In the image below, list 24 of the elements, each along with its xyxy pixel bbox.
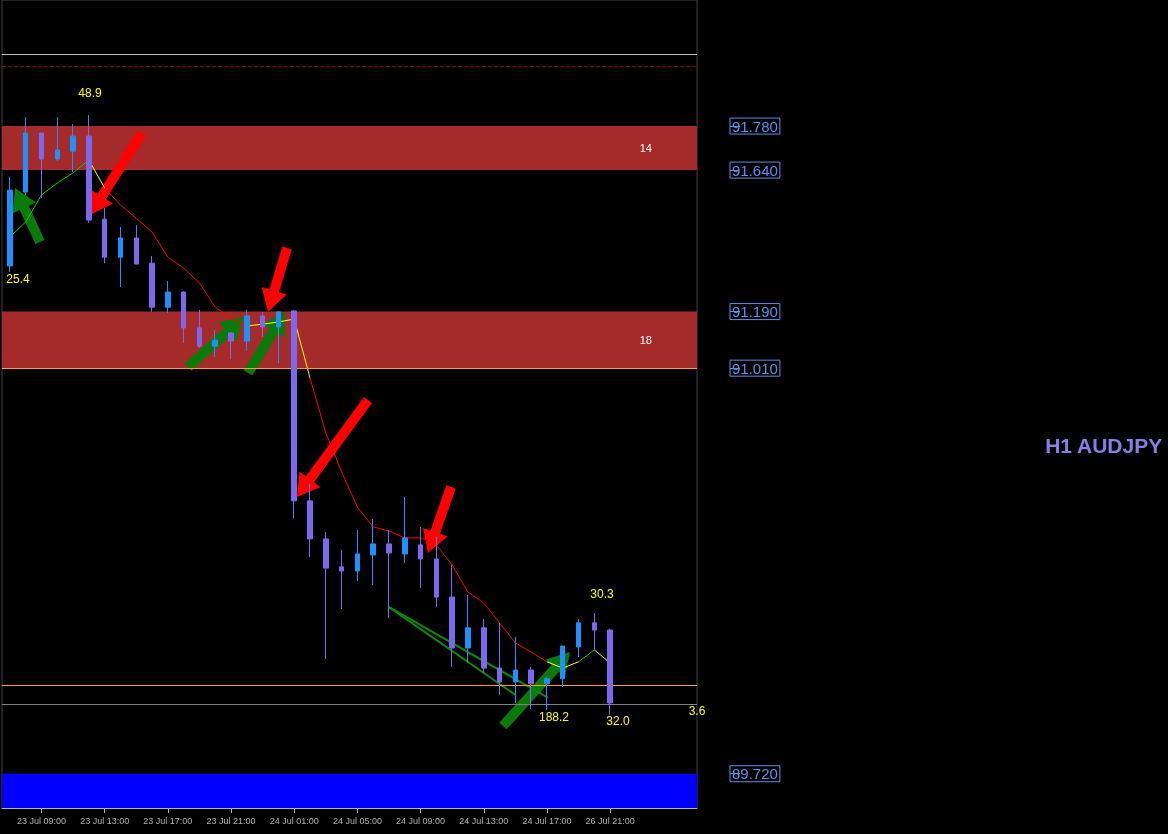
y-tick-label: 91.190 — [732, 303, 778, 321]
annotation: 25.4 — [6, 272, 30, 286]
x-tick-label: 24 Jul 13:00 — [459, 815, 509, 826]
y-tick-label: 91.780 — [732, 117, 778, 135]
x-tick-label: 24 Jul 01:00 — [269, 815, 319, 826]
y-tick-label: 91.640 — [732, 161, 778, 179]
text: 3.6 — [688, 704, 706, 718]
annotation: 30.3 — [590, 587, 614, 601]
text: H1 AUDJPY — [1045, 434, 1163, 457]
x-tick-label: 23 Jul 21:00 — [206, 815, 256, 826]
y-tick-label: 91.010 — [732, 359, 778, 377]
x-tick-label: 26 Jul 21:00 — [585, 815, 635, 826]
x-tick-label: 23 Jul 13:00 — [80, 815, 130, 826]
annotation: 188.2 — [538, 710, 570, 724]
band-label: 18 — [639, 333, 652, 346]
annotation: 48.9 — [78, 86, 102, 100]
x-tick-label: 23 Jul 17:00 — [143, 815, 193, 826]
x-tick-label: 24 Jul 09:00 — [396, 815, 446, 826]
x-tick-label: 23 Jul 09:00 — [16, 815, 67, 826]
annotation: 32.0 — [606, 714, 630, 728]
x-tick-label: 24 Jul 17:00 — [522, 815, 572, 826]
band-label: 14 — [639, 142, 652, 155]
x-tick-label: 24 Jul 05:00 — [332, 815, 382, 826]
y-tick-label: 89.720 — [732, 765, 778, 783]
